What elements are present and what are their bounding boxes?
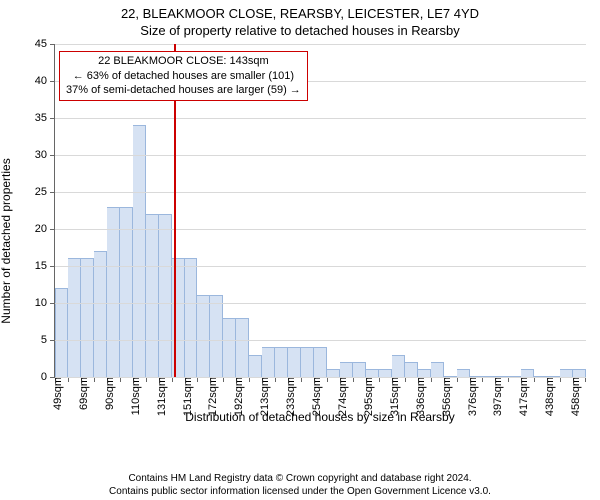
bar-wrap: 397sqm bbox=[495, 44, 508, 377]
annotation-line: 22 BLEAKMOOR CLOSE: 143sqm bbox=[66, 54, 301, 69]
x-tick-label: 90sqm bbox=[98, 377, 116, 410]
histogram-bar bbox=[94, 251, 107, 377]
y-tick-label: 40 bbox=[35, 75, 55, 87]
histogram-bar bbox=[223, 318, 236, 377]
histogram-bar bbox=[431, 362, 444, 377]
bar-wrap bbox=[482, 44, 495, 377]
gridline bbox=[55, 303, 586, 304]
y-tick-label: 30 bbox=[35, 149, 55, 161]
y-tick-label: 0 bbox=[41, 371, 55, 383]
histogram-bar bbox=[301, 347, 314, 377]
histogram-bar bbox=[340, 362, 353, 377]
histogram-bar bbox=[405, 362, 418, 377]
plot: 49sqm69sqm90sqm110sqm131sqm151sqm172sqm1… bbox=[54, 44, 586, 378]
gridline bbox=[55, 377, 586, 378]
annotation-line: 37% of semi-detached houses are larger (… bbox=[66, 83, 301, 98]
y-tick-label: 45 bbox=[35, 38, 55, 50]
histogram-bar bbox=[457, 369, 470, 376]
y-tick-label: 20 bbox=[35, 223, 55, 235]
histogram-bar bbox=[392, 355, 405, 377]
footer-line-2: Contains public sector information licen… bbox=[0, 486, 600, 499]
histogram-bar bbox=[288, 347, 301, 377]
y-tick-label: 35 bbox=[35, 112, 55, 124]
bar-wrap: 417sqm bbox=[521, 44, 534, 377]
histogram-bar bbox=[573, 369, 586, 376]
histogram-bar bbox=[107, 207, 120, 377]
y-tick-label: 10 bbox=[35, 297, 55, 309]
histogram-bar bbox=[560, 369, 573, 376]
attribution-footer: Contains HM Land Registry data © Crown c… bbox=[0, 473, 600, 498]
histogram-bar bbox=[55, 288, 68, 377]
histogram-bar bbox=[275, 347, 288, 377]
annotation-line: ← 63% of detached houses are smaller (10… bbox=[66, 69, 301, 84]
histogram-bar bbox=[418, 369, 431, 376]
histogram-bar bbox=[379, 369, 392, 376]
y-tick-label: 15 bbox=[35, 260, 55, 272]
y-tick-label: 25 bbox=[35, 186, 55, 198]
bar-wrap bbox=[534, 44, 547, 377]
x-axis-label: Distribution of detached houses by size … bbox=[54, 410, 586, 424]
bar-wrap: 315sqm bbox=[392, 44, 405, 377]
x-tick-label: 69sqm bbox=[72, 377, 90, 410]
y-tick-label: 5 bbox=[41, 334, 55, 346]
title-line-2: Size of property relative to detached ho… bbox=[10, 23, 590, 40]
bar-wrap bbox=[508, 44, 521, 377]
histogram-bar bbox=[146, 214, 159, 377]
histogram-bar bbox=[249, 355, 262, 377]
histogram-bar bbox=[327, 369, 340, 376]
bar-wrap bbox=[431, 44, 444, 377]
histogram-bar bbox=[185, 258, 198, 376]
bar-wrap bbox=[353, 44, 366, 377]
footer-line-1: Contains HM Land Registry data © Crown c… bbox=[0, 473, 600, 486]
gridline bbox=[55, 229, 586, 230]
histogram-bar bbox=[159, 214, 172, 377]
gridline bbox=[55, 44, 586, 45]
histogram-bar bbox=[366, 369, 379, 376]
bar-wrap bbox=[457, 44, 470, 377]
bar-wrap bbox=[405, 44, 418, 377]
bar-wrap: 336sqm bbox=[418, 44, 431, 377]
histogram-bar bbox=[210, 295, 223, 376]
gridline bbox=[55, 192, 586, 193]
histogram-bar bbox=[68, 258, 81, 376]
histogram-bar bbox=[81, 258, 94, 376]
bar-wrap: 376sqm bbox=[470, 44, 483, 377]
bar-wrap: 458sqm bbox=[573, 44, 586, 377]
bar-wrap bbox=[327, 44, 340, 377]
chart-area: Number of detached properties 49sqm69sqm… bbox=[10, 44, 590, 424]
bar-wrap: 438sqm bbox=[547, 44, 560, 377]
histogram-bar bbox=[314, 347, 327, 377]
histogram-bar bbox=[197, 295, 210, 376]
bar-wrap: 295sqm bbox=[366, 44, 379, 377]
gridline bbox=[55, 340, 586, 341]
gridline bbox=[55, 155, 586, 156]
gridline bbox=[55, 118, 586, 119]
bar-wrap bbox=[379, 44, 392, 377]
histogram-bar bbox=[521, 369, 534, 376]
gridline bbox=[55, 266, 586, 267]
bar-wrap: 356sqm bbox=[444, 44, 457, 377]
plot-region: 49sqm69sqm90sqm110sqm131sqm151sqm172sqm1… bbox=[54, 44, 586, 378]
histogram-bar bbox=[353, 362, 366, 377]
histogram-bar bbox=[262, 347, 275, 377]
title-line-1: 22, BLEAKMOOR CLOSE, REARSBY, LEICESTER,… bbox=[10, 6, 590, 23]
histogram-bar bbox=[120, 207, 133, 377]
bar-wrap bbox=[560, 44, 573, 377]
bar-wrap: 254sqm bbox=[314, 44, 327, 377]
annotation-box: 22 BLEAKMOOR CLOSE: 143sqm← 63% of detac… bbox=[59, 51, 308, 102]
chart-container: 22, BLEAKMOOR CLOSE, REARSBY, LEICESTER,… bbox=[0, 0, 600, 500]
y-axis-label: Number of detached properties bbox=[0, 158, 13, 323]
bar-wrap: 274sqm bbox=[340, 44, 353, 377]
histogram-bar bbox=[236, 318, 249, 377]
